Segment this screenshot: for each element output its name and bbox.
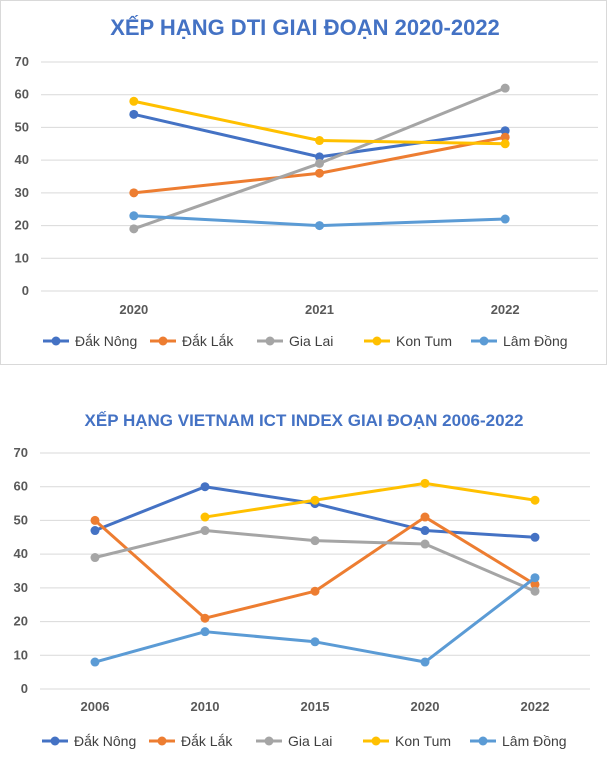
- data-point-lam-dong: [420, 657, 430, 667]
- data-point-dak-nong: [530, 532, 540, 542]
- legend-label: Lâm Đồng: [502, 733, 567, 749]
- data-point-kon-tum: [500, 139, 510, 149]
- legend-marker: [478, 736, 488, 746]
- data-point-lam-dong: [90, 657, 100, 667]
- data-point-dak-nong: [129, 109, 139, 119]
- data-point-kon-tum: [310, 495, 320, 505]
- legend-label: Kon Tum: [396, 333, 452, 349]
- y-tick-label: 50: [14, 512, 28, 527]
- legend-label: Gia Lai: [289, 333, 333, 349]
- data-point-lam-dong: [315, 221, 324, 231]
- data-point-gia-lai: [500, 83, 510, 93]
- y-tick-label: 0: [22, 283, 29, 298]
- data-point-kon-tum: [530, 495, 540, 505]
- data-point-kon-tum: [420, 478, 430, 488]
- legend-marker: [371, 736, 381, 746]
- legend-label: Đắk Nông: [74, 733, 136, 749]
- y-tick-label: 40: [15, 152, 29, 167]
- dti-ranking-chart-svg: XẾP HẠNG DTI GIAI ĐOẠN 2020-2022 0 10 20 30 4…: [15, 15, 598, 349]
- legend-marker: [50, 736, 60, 746]
- data-point-dak-nong: [420, 526, 430, 536]
- data-point-gia-lai: [315, 158, 324, 168]
- y-tick-label: 60: [14, 479, 28, 494]
- y-tick-label: 20: [14, 614, 28, 629]
- y-tick-label: 20: [15, 218, 29, 233]
- x-tick-label: 2010: [191, 699, 220, 714]
- legend-marker: [479, 336, 489, 346]
- data-point-lam-dong: [310, 637, 320, 647]
- data-point-gia-lai: [420, 539, 430, 549]
- series-line-kon-tum: [203, 481, 537, 519]
- y-tick-label: 60: [15, 87, 29, 102]
- legend-marker: [265, 336, 275, 346]
- data-point-dak-lak: [310, 586, 320, 596]
- series-line-dak-nong: [93, 485, 537, 539]
- legend-marker: [264, 736, 274, 746]
- data-point-lam-dong: [500, 214, 510, 224]
- data-point-kon-tum: [315, 136, 324, 146]
- legend-label: Đắk Lắk: [181, 733, 233, 749]
- data-point-dak-lak: [420, 512, 430, 522]
- data-point-dak-lak: [129, 188, 139, 198]
- chart-title: XẾP HẠNG DTI GIAI ĐOẠN 2020-2022: [110, 15, 500, 40]
- legend-label: Đắk Lắk: [182, 333, 234, 349]
- data-point-dak-nong: [200, 482, 210, 492]
- legend-label: Lâm Đồng: [503, 333, 568, 349]
- y-tick-label: 10: [15, 250, 29, 265]
- dti-ranking-chart: XẾP HẠNG DTI GIAI ĐOẠN 2020-2022 0 10 20 30 4…: [0, 0, 607, 365]
- y-tick-label: 0: [21, 681, 28, 696]
- data-point-dak-lak: [500, 132, 510, 142]
- data-point-lam-dong: [129, 211, 139, 221]
- data-point-dak-nong: [90, 526, 100, 536]
- data-point-dak-lak: [530, 579, 540, 589]
- y-tick-label: 30: [14, 580, 28, 595]
- data-point-gia-lai: [530, 586, 540, 596]
- legend-label: Đắk Nông: [75, 333, 137, 349]
- data-point-dak-nong: [500, 126, 510, 136]
- data-point-gia-lai: [200, 526, 210, 536]
- y-tick-label: 30: [15, 185, 29, 200]
- x-tick-label: 2015: [301, 699, 330, 714]
- x-tick-label: 2022: [521, 699, 550, 714]
- x-tick-label: 2006: [81, 699, 110, 714]
- legend-marker: [157, 736, 167, 746]
- x-tick-label: 2020: [119, 302, 148, 317]
- data-point-dak-lak: [200, 613, 210, 623]
- ict-index-ranking-chart-svg: XẾP HẠNG VIETNAM ICT INDEX GIAI ĐOẠN 200…: [14, 411, 590, 749]
- data-point-dak-nong: [315, 152, 324, 162]
- series-line-dak-nong: [132, 112, 507, 159]
- data-point-lam-dong: [530, 573, 540, 583]
- x-tick-label: 2022: [491, 302, 520, 317]
- chart-title: XẾP HẠNG VIETNAM ICT INDEX GIAI ĐOẠN 200…: [85, 411, 524, 430]
- y-tick-label: 70: [15, 54, 29, 69]
- legend-marker: [372, 336, 382, 346]
- legend-label: Kon Tum: [395, 733, 451, 749]
- legend-marker: [51, 336, 61, 346]
- data-point-kon-tum: [200, 512, 210, 522]
- data-point-kon-tum: [129, 96, 139, 106]
- x-tick-label: 2021: [305, 302, 334, 317]
- ict-index-ranking-chart: XẾP HẠNG VIETNAM ICT INDEX GIAI ĐOẠN 200…: [0, 403, 607, 765]
- data-point-gia-lai: [129, 224, 139, 234]
- legend-marker: [158, 336, 168, 346]
- data-point-dak-lak: [90, 515, 100, 525]
- y-tick-label: 40: [14, 546, 28, 561]
- y-tick-label: 70: [14, 445, 28, 460]
- data-point-lam-dong: [200, 627, 210, 637]
- data-point-gia-lai: [310, 536, 320, 546]
- y-tick-label: 50: [15, 119, 29, 134]
- y-tick-label: 10: [14, 647, 28, 662]
- data-point-dak-lak: [315, 168, 324, 178]
- x-tick-label: 2020: [411, 699, 440, 714]
- data-point-gia-lai: [90, 553, 100, 563]
- legend-label: Gia Lai: [288, 733, 332, 749]
